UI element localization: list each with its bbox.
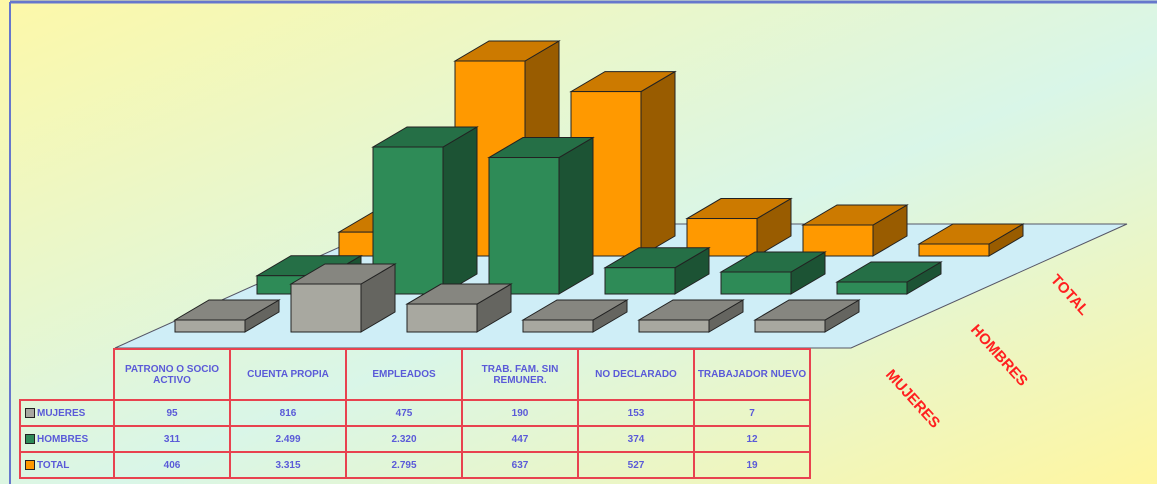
category-header: NO DECLARADO xyxy=(577,348,695,401)
row-header: HOMBRES xyxy=(19,425,115,453)
bar-total xyxy=(801,204,909,257)
table-row: MUJERES 95 816 475 190 153 7 xyxy=(19,399,811,427)
bar-front xyxy=(802,224,874,257)
table-cell: 12 xyxy=(693,425,811,453)
bar-total xyxy=(917,223,1025,257)
category-header: CUENTA PROPIA xyxy=(229,348,347,401)
category-header: PATRONO O SOCIO ACTIVO xyxy=(113,348,231,401)
bar-mujeres xyxy=(637,299,745,333)
row-header: MUJERES xyxy=(19,399,115,427)
bar-front xyxy=(754,319,826,333)
category-header: EMPLEADOS xyxy=(345,348,463,401)
bar-mujeres xyxy=(521,299,629,333)
table-cell: 816 xyxy=(229,399,347,427)
bar-front xyxy=(604,267,676,295)
bar-front xyxy=(522,319,594,333)
bar-front xyxy=(836,281,908,295)
row-label: HOMBRES xyxy=(37,433,89,445)
table-cell: 447 xyxy=(461,425,579,453)
bar-front xyxy=(918,243,990,257)
depth-axis-label: TOTAL xyxy=(1047,271,1092,318)
bar-hombres xyxy=(719,251,827,295)
table-cell: 7 xyxy=(693,399,811,427)
category-header: TRABAJADOR NUEVO xyxy=(693,348,811,401)
table-cell: 95 xyxy=(113,399,231,427)
legend-key-total xyxy=(25,459,35,470)
category-header: TRAB. FAM. SIN REMUNER. xyxy=(461,348,579,401)
table-header-row: PATRONO O SOCIO ACTIVO CUENTA PROPIA EMP… xyxy=(20,348,811,401)
bar-front xyxy=(406,303,478,333)
table-cell: 2.499 xyxy=(229,425,347,453)
table-row: TOTAL 406 3.315 2.795 637 527 19 xyxy=(19,451,811,479)
bar-front xyxy=(174,319,246,333)
table-cell: 527 xyxy=(577,451,695,479)
bar-front xyxy=(638,319,710,333)
bar-mujeres xyxy=(753,299,861,333)
bar-front xyxy=(488,157,560,295)
bar-total xyxy=(685,197,793,257)
row-label: TOTAL xyxy=(37,459,70,471)
table-cell: 19 xyxy=(693,451,811,479)
row-label: MUJERES xyxy=(37,407,86,419)
table-cell: 153 xyxy=(577,399,695,427)
table-cell: 311 xyxy=(113,425,231,453)
data-table: PATRONO O SOCIO ACTIVO CUENTA PROPIA EMP… xyxy=(19,348,811,479)
table-cell: 2.320 xyxy=(345,425,463,453)
table-cell: 2.795 xyxy=(345,451,463,479)
table-cell: 475 xyxy=(345,399,463,427)
bar-hombres xyxy=(835,261,943,295)
bar-front xyxy=(290,283,362,333)
row-header: TOTAL xyxy=(19,451,115,479)
bar-mujeres xyxy=(405,283,513,333)
depth-axis-label: MUJERES xyxy=(882,366,943,431)
table-cell: 374 xyxy=(577,425,695,453)
bar-total xyxy=(569,70,677,257)
table-cell: 406 xyxy=(113,451,231,479)
legend-key-mujeres xyxy=(25,407,35,418)
bar-front xyxy=(720,271,792,295)
table-row: HOMBRES 311 2.499 2.320 447 374 12 xyxy=(19,425,811,453)
legend-key-hombres xyxy=(25,433,35,444)
bar-side xyxy=(640,70,676,257)
table-cell: 3.315 xyxy=(229,451,347,479)
bar-side xyxy=(558,136,594,295)
bar-mujeres xyxy=(289,263,397,333)
bar-mujeres xyxy=(173,299,281,333)
table-cell: 190 xyxy=(461,399,579,427)
table-cell: 637 xyxy=(461,451,579,479)
depth-axis-label: HOMBRES xyxy=(967,321,1031,389)
bar-hombres xyxy=(603,246,711,295)
bar-side xyxy=(442,126,478,295)
bar-hombres xyxy=(487,136,595,295)
bar-hombres xyxy=(371,126,479,295)
